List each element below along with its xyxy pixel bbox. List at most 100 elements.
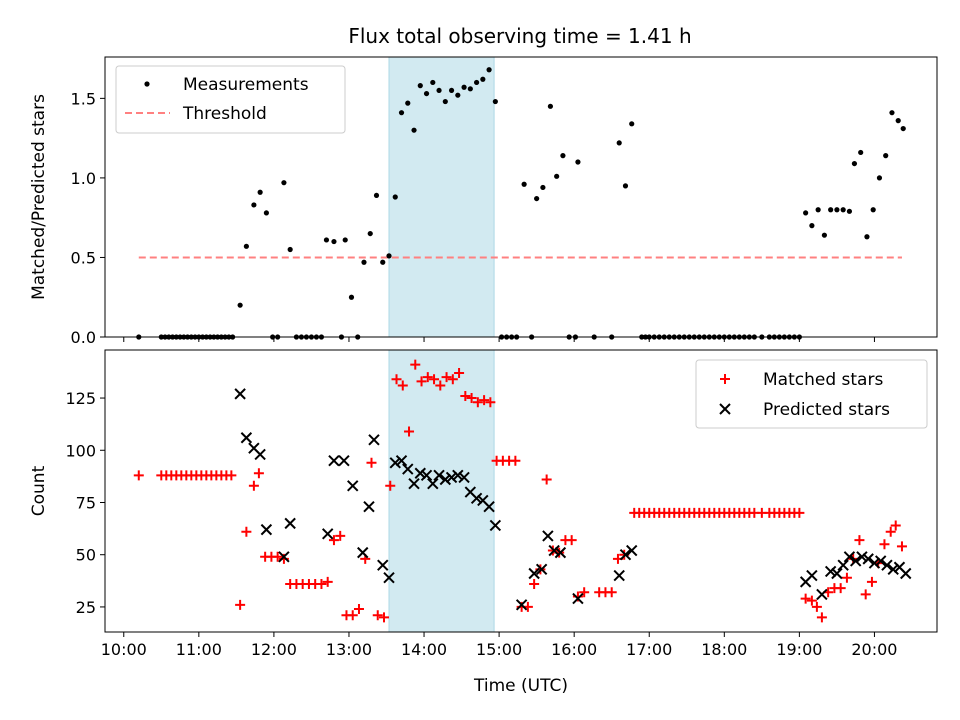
measurement-point [864,234,870,240]
x-tick-label: 17:00 [626,640,672,659]
x-tick-label: 16:00 [551,640,597,659]
predicted-star-point [831,567,843,580]
axes-frame [104,349,938,633]
predicted-star-point [395,455,408,467]
predicted-star-point [445,471,458,484]
predicted-star-point [806,569,818,582]
predicted-star-point [254,448,266,461]
matched-star-point [472,397,483,408]
predicted-star-point [572,592,584,605]
measurement-point [486,67,492,73]
measurement-point [840,207,846,213]
x-tick-label: 12:00 [251,640,297,659]
measurement-point [417,83,423,89]
predicted-star-point [260,523,273,536]
predicted-star-point [837,559,849,571]
measurement-point [889,110,895,116]
predicted-star-point [234,388,246,400]
measurement-point [398,110,405,116]
legend-threshold-label: Threshold [182,104,267,124]
predicted-star-point [554,546,567,559]
matched-star-point [447,374,458,385]
predicted-star-point [427,477,439,490]
matched-star-point [606,587,617,598]
matched-star-point [385,480,396,491]
series-matched-stars [133,359,907,623]
matched-star-point [435,380,446,391]
legend-measurement-marker [144,81,150,87]
measurement-point [821,232,827,238]
measurement-point [492,98,498,105]
matched-star-point [841,572,852,583]
matched-star-point [253,468,264,479]
predicted-star-point [328,455,340,467]
matched-star-point [816,612,827,623]
matched-star-point [248,480,259,491]
measurement-point [243,243,249,249]
matched-star-point [429,374,440,385]
axes-frame [104,56,938,338]
matched-star-point [466,393,477,404]
matched-star-point [579,587,590,598]
matched-star-point [806,595,817,606]
matched-star-point [235,599,246,610]
predicted-star-point [483,500,495,513]
predicted-star-point [489,519,502,532]
predicted-star-point [470,492,483,505]
matched-star-point [328,535,339,546]
predicted-star-point [452,469,464,482]
x-tick-label: 10:00 [101,640,147,659]
predicted-star-point [816,588,828,601]
predicted-star-point [402,463,414,475]
predicted-star-point [357,546,369,559]
measurement-point [257,189,263,195]
legend-matched-marker [720,374,730,384]
y-tick-label: 1.0 [71,169,96,188]
measurement-point [895,118,901,124]
bottom-axes-star-counts: 25 50 75 100 125 10:00 11:00 12:00 13:00 14:00 15:… [29,349,938,696]
matched-star-point [272,551,283,562]
predicted-star-point [377,559,389,571]
measurement-point [540,184,546,191]
measurement-point [436,87,442,94]
measurement-point [380,259,386,265]
predicted-star-point [458,471,470,484]
legend-box [695,359,928,429]
matched-star-point [133,470,144,481]
measurement-point [467,86,473,92]
predicted-star-point [383,571,395,584]
x-tick-label: 14:00 [401,640,447,659]
measurement-point [348,294,355,300]
matched-star-point [416,376,427,387]
predicted-star-point [862,553,874,565]
predicted-star-point [433,469,445,482]
measurement-point [858,149,864,156]
measurement-point [554,173,560,179]
matched-star-point [879,539,890,550]
y-tick-label: 1.5 [71,89,96,108]
measurement-point [809,223,815,229]
observing-window-span [388,56,495,338]
measurement-point [251,202,257,208]
matched-star-point [241,526,252,537]
measurement-point [237,302,243,308]
predicted-star-point [874,555,887,567]
legend: Measurements Threshold [115,65,346,134]
measurement-point [323,237,330,243]
measurement-point [480,76,486,82]
predicted-star-point [240,432,253,444]
matched-star-point [510,455,521,466]
figure-title: Flux total observing time = 1.41 h [348,24,691,48]
measurement-point [622,183,629,189]
predicted-star-point [439,473,452,486]
measurement-point [263,210,269,216]
y-tick-label: 100 [65,441,96,460]
measurement-point [870,207,876,213]
matched-star-point [441,372,452,383]
matched-star-point [460,390,471,401]
series-predicted-stars [234,388,912,611]
predicted-star-point [368,434,380,446]
predicted-star-point [408,477,420,490]
x-tick-label: 13:00 [326,640,372,659]
measurement-point [900,125,906,132]
